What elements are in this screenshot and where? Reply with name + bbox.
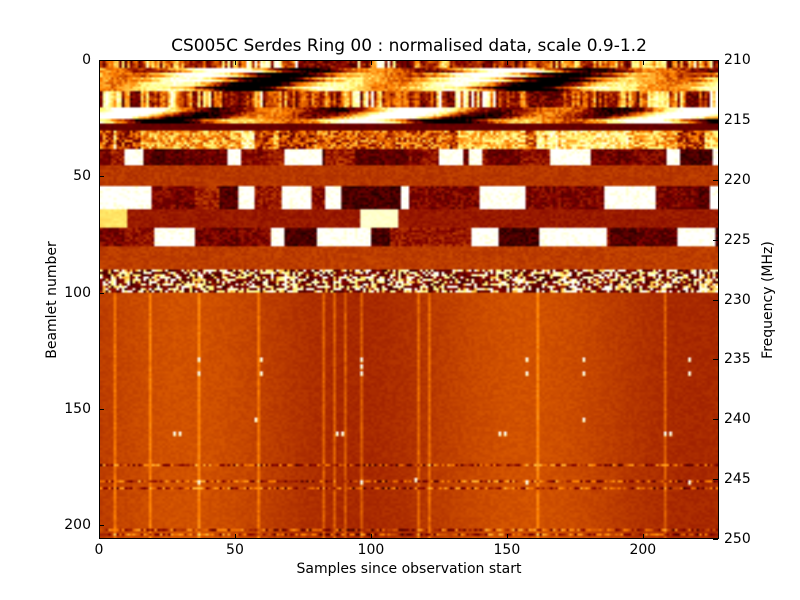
x-tick-mark <box>642 534 644 539</box>
y-axis-label: Beamlet number <box>44 241 60 359</box>
y2-tick-mark <box>713 179 718 181</box>
y2-tick-label: 225 <box>724 231 751 248</box>
x-tick-mark <box>506 534 508 539</box>
y-tick-mark <box>99 408 104 410</box>
y-tick-label: 100 <box>64 284 91 301</box>
y-tick-mark <box>99 60 104 61</box>
plot-area <box>99 60 719 539</box>
y-tick-mark <box>99 525 104 527</box>
y2-tick-mark <box>713 359 718 361</box>
x-tick-mark <box>642 60 644 65</box>
y2-tick-mark <box>713 119 718 121</box>
x-axis-label: Samples since observation start <box>296 561 522 577</box>
x-tick-mark <box>99 534 100 539</box>
x-tick-mark <box>234 534 236 539</box>
x-tick-label: 200 <box>629 542 657 558</box>
x-tick-mark <box>506 60 508 65</box>
y2-tick-label: 245 <box>724 471 751 488</box>
y-tick-label: 200 <box>64 517 91 534</box>
y2-tick-mark <box>713 539 718 540</box>
y2-tick-mark <box>713 479 718 481</box>
x-tick-mark <box>370 534 372 539</box>
y-tick-label: 0 <box>82 52 91 68</box>
y2-tick-mark <box>713 60 718 61</box>
chart-title: CS005C Serdes Ring 00 : normalised data,… <box>171 36 647 56</box>
y2-axis-label: Frequency (MHz) <box>760 241 776 359</box>
y2-tick-label: 240 <box>724 411 751 428</box>
y-tick-mark <box>99 292 104 294</box>
y-tick-label: 50 <box>73 168 91 185</box>
y2-tick-label: 210 <box>724 52 751 68</box>
y2-tick-mark <box>713 299 718 301</box>
y2-tick-mark <box>713 239 718 241</box>
y-tick-mark <box>99 176 104 178</box>
x-tick-mark <box>99 60 100 65</box>
y2-tick-label: 220 <box>724 171 751 188</box>
x-tick-mark <box>234 60 236 65</box>
y2-tick-label: 215 <box>724 111 751 128</box>
y2-tick-label: 250 <box>724 531 751 547</box>
heatmap-image <box>100 61 718 538</box>
x-tick-label: 150 <box>493 542 521 558</box>
y2-tick-label: 235 <box>724 351 751 368</box>
x-tick-label: 100 <box>357 542 385 558</box>
x-tick-label: 50 <box>226 542 244 558</box>
y-tick-label: 150 <box>64 400 91 417</box>
y2-tick-mark <box>713 419 718 421</box>
y2-tick-label: 230 <box>724 291 751 308</box>
x-tick-mark <box>370 60 372 65</box>
x-tick-label: 0 <box>94 542 104 558</box>
